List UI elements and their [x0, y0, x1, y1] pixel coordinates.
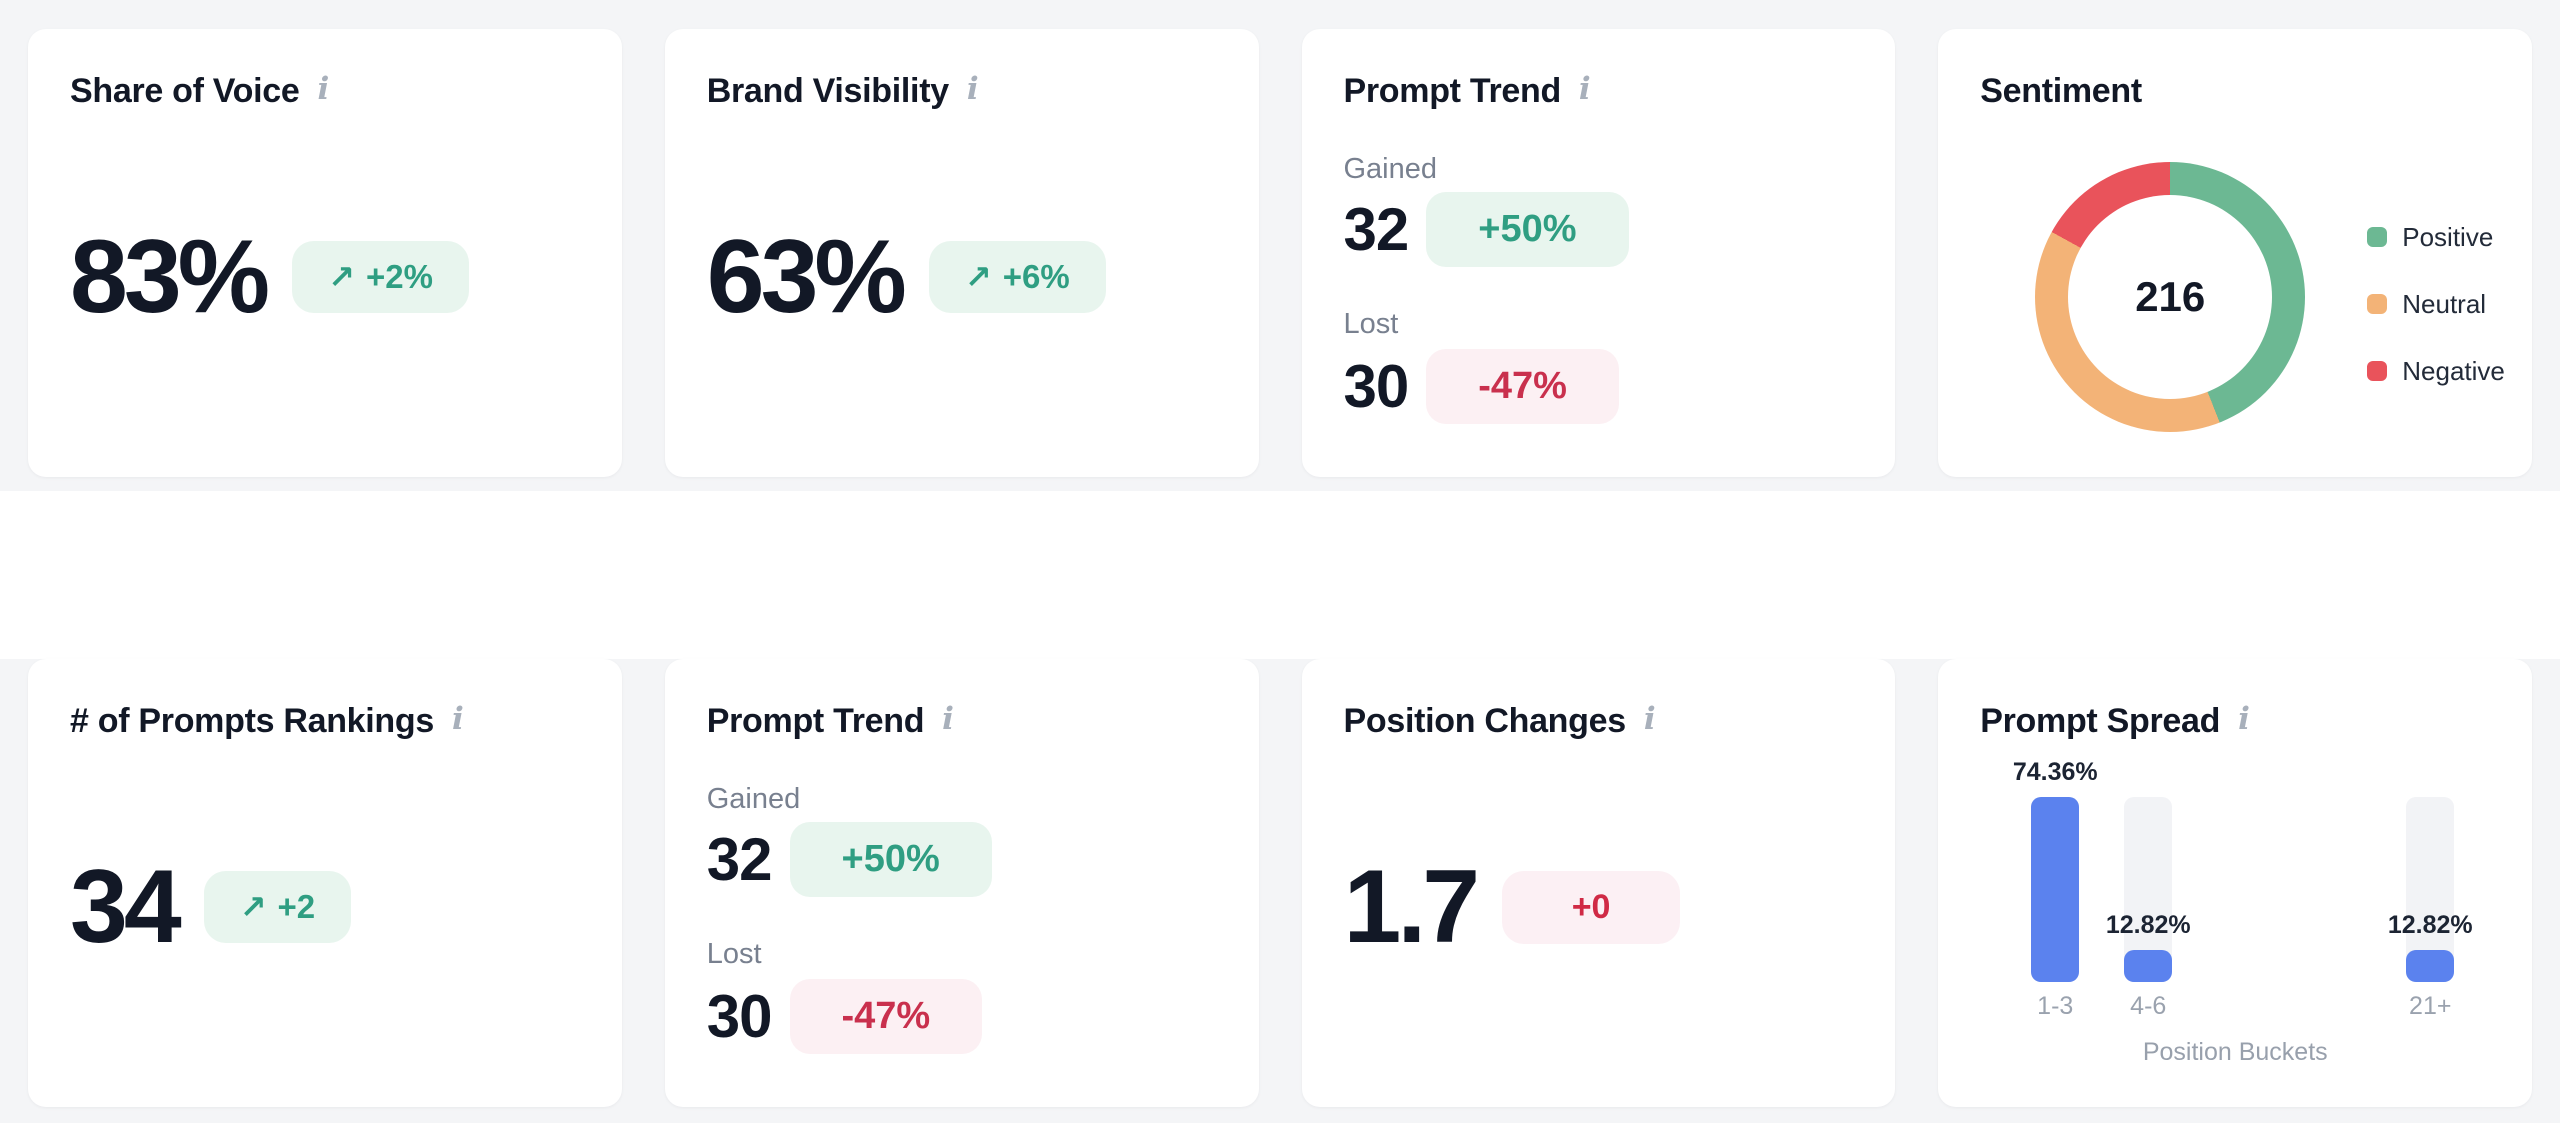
card-header: # of Prompts Rankings i: [70, 699, 580, 743]
sentiment-legend: Positive Neutral Negative: [2367, 221, 2505, 422]
info-icon[interactable]: i: [942, 701, 954, 737]
card-header: Brand Visibility i: [707, 69, 1217, 113]
legend-label: Positive: [2402, 221, 2494, 252]
delta-badge: ↗ +2%: [292, 241, 469, 313]
legend-item-positive: Positive: [2367, 221, 2505, 253]
donut-total: 216: [2135, 273, 2206, 320]
card-header: Prompt Trend i: [707, 699, 1217, 743]
metric-value: 83%: [70, 219, 270, 335]
bar-column-21plus: 12.82% 21+: [2388, 797, 2473, 1020]
lost-row: 30 -47%: [707, 979, 1217, 1054]
trend-up-icon: ↗: [239, 889, 267, 925]
card-share-of-voice: Share of Voice i 83% ↗ +2%: [28, 29, 622, 477]
lost-row: 30 -47%: [1344, 349, 1854, 424]
bucket-label: 21+: [2409, 992, 2452, 1020]
gained-label: Gained: [706, 783, 801, 815]
card-sentiment: Sentiment 216 Positive Neutral Negative: [1938, 29, 2532, 477]
bar: [2406, 950, 2455, 982]
bar-column-4-6: 12.82% 4-6: [2106, 797, 2191, 1020]
metric-row: 63% ↗ +6%: [707, 225, 1217, 329]
info-icon[interactable]: i: [1643, 701, 1656, 737]
bar: [2031, 797, 2080, 982]
bucket-label: 4-6: [2130, 992, 2167, 1020]
delta-badge: ↗ +2: [203, 871, 352, 943]
delta-value: +2: [277, 888, 316, 925]
delta-value: +6%: [1002, 258, 1070, 295]
delta-badge: +0: [1502, 870, 1681, 944]
legend-item-negative: Negative: [2367, 355, 2505, 387]
lost-value: 30: [1343, 353, 1410, 420]
section-divider: [0, 491, 2560, 659]
info-icon[interactable]: i: [2238, 701, 2250, 737]
card-brand-visibility: Brand Visibility i 63% ↗ +6%: [664, 29, 1259, 477]
gained-value: 32: [1343, 196, 1410, 263]
card-position-changes: Position Changes i 1.7 +0: [1301, 659, 1896, 1107]
metric-row: 34 ↗ +2: [70, 855, 580, 959]
metric-value: 34: [70, 849, 182, 965]
bar-column-1-3: 74.36% 1-3: [2013, 758, 2098, 1020]
x-axis-label: Position Buckets: [2142, 1038, 2328, 1066]
delta-badge: ↗ +6%: [928, 241, 1106, 313]
card-title: Brand Visibility: [706, 72, 949, 110]
lost-delta-badge: -47%: [789, 979, 983, 1054]
card-header: Prompt Trend i: [1344, 69, 1854, 113]
legend-swatch-positive: [2367, 227, 2388, 247]
gained-row: 32 +50%: [1344, 192, 1854, 267]
sentiment-donut-chart: 216: [2035, 162, 2306, 432]
bar: [2124, 950, 2173, 982]
lost-label: Lost: [1343, 308, 1399, 340]
info-icon[interactable]: i: [966, 71, 979, 107]
card-title: Prompt Spread: [1980, 702, 2221, 740]
legend-swatch-negative: [2367, 361, 2388, 381]
metric-value: 63%: [706, 219, 907, 335]
lost-delta-badge: -47%: [1426, 349, 1619, 424]
bar-value-label: 74.36%: [2012, 758, 2098, 786]
card-title: Prompt Trend: [706, 702, 925, 740]
kpi-row-top: Share of Voice i 83% ↗ +2% Brand Visibil…: [0, 0, 2560, 491]
gained-row: 32 +50%: [707, 822, 1217, 897]
prompt-spread-chart: 74.36% 1-3 12.82% 4-6 12.82% 21+ Positio…: [1980, 758, 2490, 1066]
legend-swatch-neutral: [2367, 294, 2388, 314]
info-icon[interactable]: i: [317, 71, 330, 107]
lost-value: 30: [706, 983, 773, 1050]
bucket-label: 1-3: [2037, 992, 2074, 1020]
card-header: Prompt Spread i: [1980, 699, 2490, 743]
card-title: Share of Voice: [70, 72, 300, 110]
card-prompt-trend-bottom: Prompt Trend i Gained 32 +50% Lost 30 -4…: [664, 659, 1259, 1107]
bar-value-label: 12.82%: [2387, 911, 2473, 940]
bar-value-label: 12.82%: [2105, 911, 2191, 940]
gained-label: Gained: [1343, 153, 1438, 185]
trend-up-icon: ↗: [328, 259, 355, 295]
card-title: Prompt Trend: [1343, 72, 1562, 110]
legend-item-neutral: Neutral: [2367, 288, 2505, 320]
card-header: Sentiment: [1980, 69, 2490, 113]
card-header: Position Changes i: [1344, 699, 1854, 743]
info-icon[interactable]: i: [1578, 71, 1591, 107]
card-title: Sentiment: [1980, 72, 2142, 110]
metric-row: 83% ↗ +2%: [70, 225, 580, 329]
legend-label: Neutral: [2402, 288, 2487, 319]
info-icon[interactable]: i: [451, 701, 464, 737]
legend-label: Negative: [2402, 355, 2505, 386]
card-title: # of Prompts Rankings: [70, 702, 434, 740]
gained-value: 32: [706, 826, 773, 893]
metric-row: 1.7 +0: [1344, 855, 1854, 959]
gained-delta-badge: +50%: [1426, 192, 1629, 267]
card-prompt-trend-top: Prompt Trend i Gained 32 +50% Lost 30 -4…: [1301, 29, 1896, 477]
card-prompts-rankings: # of Prompts Rankings i 34 ↗ +2: [28, 659, 622, 1107]
delta-value: +2%: [365, 258, 433, 295]
card-header: Share of Voice i: [70, 69, 580, 113]
lost-label: Lost: [706, 938, 762, 970]
gained-delta-badge: +50%: [789, 822, 992, 897]
card-title: Position Changes: [1343, 702, 1627, 740]
card-prompt-spread: Prompt Spread i 74.36% 1-3 12.82% 4-6 12…: [1938, 659, 2532, 1107]
metric-value: 1.7: [1343, 849, 1481, 965]
trend-up-icon: ↗: [964, 259, 992, 295]
kpi-row-bottom: # of Prompts Rankings i 34 ↗ +2 Prompt T…: [0, 659, 2560, 1123]
